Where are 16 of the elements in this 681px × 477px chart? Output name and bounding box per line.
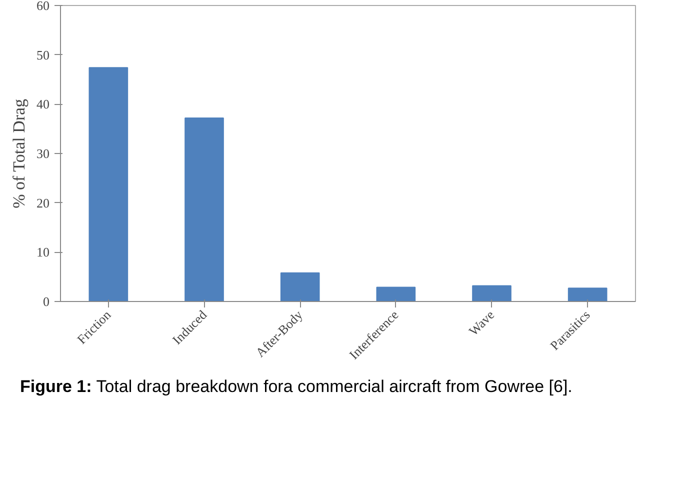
- caption: Figure 1: Total drag breakdown fora commercial aircraft from Gowree [6].: [20, 376, 572, 398]
- y-tick-label: 40: [36, 96, 50, 112]
- y-tick-label: 30: [36, 146, 50, 161]
- y-axis-title: % of Total Drag: [10, 98, 28, 208]
- x-tick-label: Wave: [466, 307, 498, 338]
- bar: [472, 285, 512, 302]
- bar: [280, 272, 320, 302]
- y-tick-label: 50: [36, 47, 50, 62]
- y-tick-label: 20: [36, 195, 50, 210]
- bar: [184, 117, 224, 302]
- bar: [88, 67, 128, 302]
- bar: [568, 288, 608, 302]
- y-tick-label: 60: [36, 0, 50, 13]
- bar: [376, 286, 416, 302]
- y-tick-label: 10: [36, 244, 50, 260]
- y-tick-label: 0: [43, 294, 50, 309]
